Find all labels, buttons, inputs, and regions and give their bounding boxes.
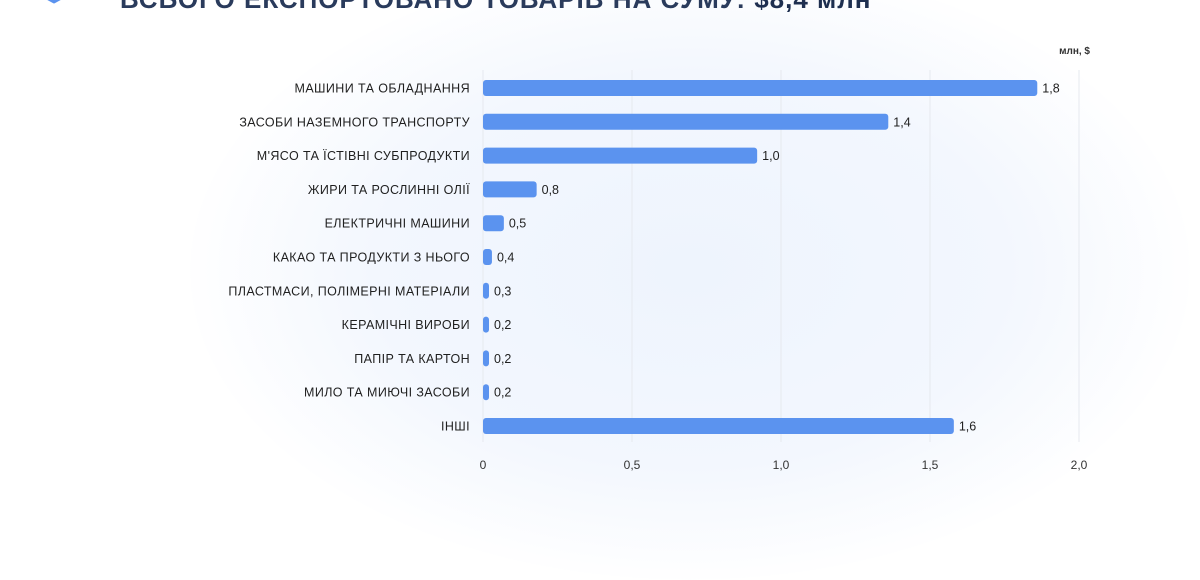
x-tick-label: 1,5 bbox=[922, 458, 939, 472]
unit-label: млн, $ bbox=[1059, 46, 1090, 57]
value-label: 0,3 bbox=[494, 284, 511, 298]
bar bbox=[483, 418, 954, 434]
value-label: 0,8 bbox=[542, 183, 559, 197]
bar-chart: 0 0,5 1,0 1,5 2,0 МАШИНИ ТА ОБЛАДНАННЯ 1,8 ЗАСО… bbox=[228, 70, 1088, 472]
bar bbox=[483, 316, 489, 333]
x-tick-label: 1,0 bbox=[773, 458, 790, 472]
value-label: 0,2 bbox=[494, 318, 511, 332]
category-label: КЕРАМІЧНІ ВИРОБИ bbox=[342, 318, 470, 332]
bar bbox=[483, 147, 758, 164]
bar bbox=[483, 113, 889, 130]
category-label: ПАПІР ТА КАРТОН bbox=[354, 352, 470, 366]
category-label: М'ЯСО ТА ЇСТІВНІ СУБПРОДУКТИ bbox=[257, 149, 470, 163]
value-label: 1,6 bbox=[959, 420, 976, 434]
bar bbox=[483, 80, 1038, 96]
bar bbox=[483, 215, 504, 232]
category-label: МАШИНИ ТА ОБЛАДНАННЯ bbox=[295, 82, 471, 96]
title-prefix: ВСЬОГО ЕКСПОРТОВАНО ТОВАРІВ НА СУМУ: bbox=[120, 0, 746, 14]
value-label: 1,0 bbox=[762, 149, 779, 163]
x-tick-label: 0,5 bbox=[624, 458, 641, 472]
bar bbox=[483, 350, 489, 367]
category-label: ЕЛЕКТРИЧНІ МАШИНИ bbox=[325, 217, 470, 231]
category-label: ІНШІ bbox=[441, 420, 470, 434]
category-label: ЗАСОБИ НАЗЕМНОГО ТРАНСПОРТУ bbox=[239, 115, 470, 129]
x-tick-label: 2,0 bbox=[1071, 458, 1088, 472]
value-label: 0,4 bbox=[497, 251, 514, 265]
bar bbox=[483, 282, 489, 299]
total-value: $8,4 млн bbox=[754, 0, 871, 14]
value-label: 0,2 bbox=[494, 386, 511, 400]
category-label: МИЛО ТА МИЮЧІ ЗАСОБИ bbox=[304, 386, 470, 400]
book-logo-icon bbox=[47, 0, 61, 4]
bar bbox=[483, 181, 537, 198]
value-label: 0,5 bbox=[509, 217, 526, 231]
bar bbox=[483, 249, 492, 265]
value-label: 1,8 bbox=[1042, 82, 1059, 96]
value-label: 1,4 bbox=[893, 115, 910, 129]
bar bbox=[483, 384, 489, 401]
x-tick-label: 0 bbox=[480, 458, 487, 472]
category-label: ПЛАСТМАСИ, ПОЛІМЕРНІ МАТЕРІАЛИ bbox=[228, 284, 470, 298]
page-title: ВСЬОГО ЕКСПОРТОВАНО ТОВАРІВ НА СУМУ: $8,… bbox=[120, 0, 872, 15]
value-label: 0,2 bbox=[494, 352, 511, 366]
category-label: КАКАО ТА ПРОДУКТИ З НЬОГО bbox=[273, 251, 470, 265]
category-label: ЖИРИ ТА РОСЛИННІ ОЛІЇ bbox=[308, 183, 470, 197]
